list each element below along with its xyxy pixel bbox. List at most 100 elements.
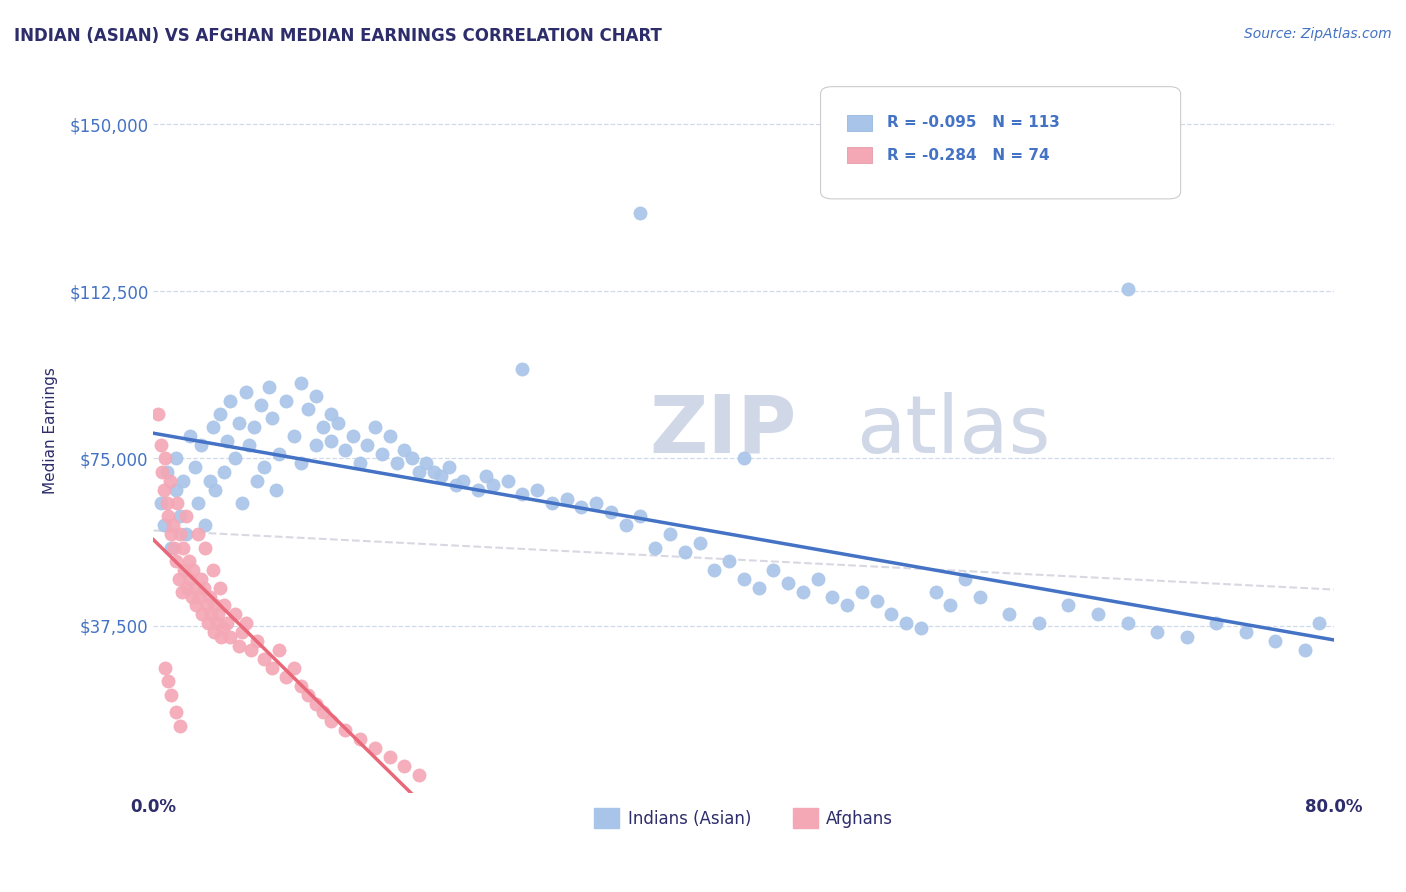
Point	[733, 572, 755, 586]
FancyBboxPatch shape	[846, 115, 873, 131]
Point	[209, 630, 232, 644]
Point	[276, 393, 298, 408]
Point	[437, 460, 460, 475]
Point	[512, 487, 534, 501]
Point	[169, 719, 191, 733]
Point	[204, 599, 226, 613]
Point	[180, 590, 202, 604]
Point	[283, 429, 305, 443]
FancyBboxPatch shape	[846, 147, 873, 163]
Point	[792, 585, 814, 599]
Point	[243, 420, 266, 434]
Point	[1146, 625, 1168, 640]
Point	[253, 460, 276, 475]
Point	[614, 518, 637, 533]
Point	[184, 460, 207, 475]
Point	[894, 616, 917, 631]
Point	[172, 474, 194, 488]
Point	[260, 411, 283, 425]
Point	[246, 474, 269, 488]
Point	[179, 429, 201, 443]
Point	[630, 206, 652, 220]
Point	[703, 563, 725, 577]
Point	[149, 496, 172, 510]
Point	[194, 518, 217, 533]
Point	[187, 527, 209, 541]
Point	[267, 643, 290, 657]
Point	[264, 483, 287, 497]
Point	[205, 616, 228, 631]
Point	[173, 563, 195, 577]
Point	[394, 442, 416, 457]
Point	[762, 563, 785, 577]
Point	[718, 554, 741, 568]
Point	[231, 496, 253, 510]
Point	[401, 451, 423, 466]
Point	[214, 599, 236, 613]
Point	[1057, 599, 1080, 613]
Point	[165, 451, 187, 466]
Point	[1234, 625, 1257, 640]
Point	[163, 541, 186, 555]
Point	[319, 407, 342, 421]
Point	[371, 447, 394, 461]
Point	[319, 434, 342, 448]
Point	[364, 741, 387, 756]
Point	[181, 563, 204, 577]
Point	[267, 447, 290, 461]
Point	[305, 389, 328, 403]
Point	[219, 393, 242, 408]
Point	[319, 714, 342, 729]
Text: INDIAN (ASIAN) VS AFGHAN MEDIAN EARNINGS CORRELATION CHART: INDIAN (ASIAN) VS AFGHAN MEDIAN EARNINGS…	[14, 27, 662, 45]
Point	[378, 429, 401, 443]
Point	[217, 616, 239, 631]
Point	[1116, 616, 1139, 631]
Point	[748, 581, 770, 595]
Point	[969, 590, 991, 604]
Point	[659, 527, 682, 541]
Point	[165, 483, 187, 497]
Point	[235, 384, 257, 399]
Point	[290, 376, 312, 390]
Point	[378, 750, 401, 764]
Text: R = -0.284   N = 74: R = -0.284 N = 74	[887, 148, 1049, 163]
Point	[1205, 616, 1227, 631]
Point	[415, 456, 437, 470]
Point	[430, 469, 453, 483]
Point	[644, 541, 666, 555]
Point	[600, 505, 623, 519]
Point	[253, 652, 276, 666]
Point	[1087, 607, 1109, 622]
Point	[198, 590, 221, 604]
Point	[1264, 634, 1286, 648]
Point	[953, 572, 976, 586]
Point	[910, 621, 932, 635]
Point	[156, 465, 179, 479]
Point	[394, 759, 416, 773]
Point	[246, 634, 269, 648]
Point	[191, 607, 214, 622]
Point	[865, 594, 887, 608]
Point	[200, 607, 222, 622]
Point	[335, 723, 357, 738]
Point	[169, 509, 191, 524]
Point	[159, 474, 181, 488]
Point	[778, 576, 800, 591]
Point	[733, 451, 755, 466]
Point	[924, 585, 946, 599]
Point	[228, 416, 250, 430]
Point	[228, 639, 250, 653]
Point	[165, 554, 187, 568]
Legend: Indians (Asian), Afghans: Indians (Asian), Afghans	[588, 801, 900, 835]
Point	[1116, 282, 1139, 296]
Point	[186, 599, 208, 613]
Point	[349, 456, 371, 470]
Point	[157, 509, 180, 524]
Point	[482, 478, 505, 492]
Point	[312, 420, 335, 434]
Point	[305, 697, 328, 711]
Point	[190, 572, 212, 586]
Point	[335, 442, 357, 457]
Point	[555, 491, 578, 506]
Point	[512, 362, 534, 376]
